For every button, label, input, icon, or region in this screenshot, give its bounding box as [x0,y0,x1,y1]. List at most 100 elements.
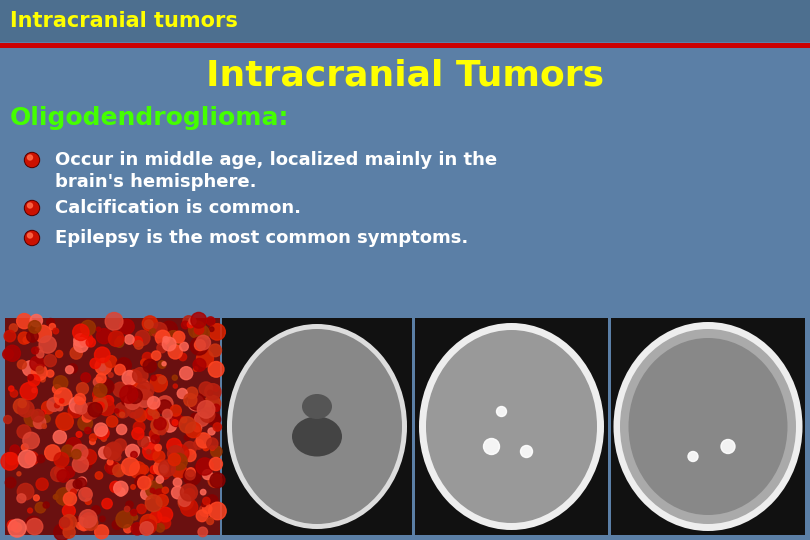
Circle shape [132,388,144,400]
Circle shape [143,359,156,373]
Circle shape [117,358,131,373]
Circle shape [207,317,215,325]
Circle shape [150,511,162,523]
Circle shape [18,332,30,344]
Circle shape [196,335,211,350]
Circle shape [90,358,100,369]
Circle shape [134,421,145,433]
Circle shape [53,376,68,390]
Circle shape [211,446,222,457]
Circle shape [204,395,220,412]
Circle shape [39,411,44,416]
Circle shape [70,489,76,495]
Circle shape [688,451,698,462]
Circle shape [145,478,152,486]
Circle shape [114,439,126,451]
Circle shape [72,456,88,472]
Circle shape [25,153,39,166]
Circle shape [206,495,218,507]
Circle shape [4,345,20,361]
Circle shape [173,420,178,426]
Circle shape [32,364,47,380]
Circle shape [96,373,106,383]
Circle shape [25,232,39,245]
Circle shape [20,383,37,400]
Circle shape [24,231,40,246]
Circle shape [184,435,190,440]
Ellipse shape [426,330,597,523]
Text: brain's hemisphere.: brain's hemisphere. [55,173,257,191]
Circle shape [53,328,58,334]
Circle shape [145,408,158,420]
Circle shape [136,390,153,407]
Circle shape [199,382,213,396]
Circle shape [53,430,66,443]
Circle shape [134,341,143,349]
Circle shape [28,411,32,416]
Circle shape [68,403,83,418]
Circle shape [93,377,103,387]
Text: Epilepsy is the most common symptoms.: Epilepsy is the most common symptoms. [55,229,468,247]
Circle shape [207,390,213,395]
Circle shape [195,465,199,469]
Circle shape [196,458,213,475]
Circle shape [133,377,137,381]
Circle shape [80,523,87,531]
Circle shape [125,507,130,512]
Circle shape [75,394,86,404]
Circle shape [208,428,215,435]
Circle shape [70,347,83,359]
Circle shape [198,527,207,537]
Circle shape [74,334,87,347]
FancyBboxPatch shape [415,318,608,535]
Circle shape [209,327,214,332]
Circle shape [109,331,124,347]
Circle shape [105,313,123,330]
Circle shape [28,375,40,386]
Circle shape [199,504,211,517]
Circle shape [168,454,181,465]
Circle shape [34,421,41,428]
Circle shape [180,342,189,351]
Circle shape [484,438,500,455]
Circle shape [115,339,124,347]
Circle shape [156,476,164,483]
Circle shape [151,351,161,360]
Circle shape [47,397,61,411]
Circle shape [194,367,198,371]
Circle shape [17,314,32,329]
Circle shape [200,489,206,495]
Circle shape [113,382,128,397]
Circle shape [23,337,30,343]
Circle shape [202,444,209,451]
Circle shape [130,485,135,489]
Circle shape [202,470,212,480]
Circle shape [99,447,111,459]
Circle shape [24,410,40,427]
Circle shape [151,329,156,333]
Circle shape [150,465,158,474]
Circle shape [168,345,182,359]
Circle shape [209,344,221,357]
Circle shape [154,417,166,430]
Circle shape [116,511,133,528]
Circle shape [196,360,200,364]
Ellipse shape [419,323,604,530]
Circle shape [100,516,105,522]
Circle shape [32,409,44,422]
Circle shape [132,515,138,520]
Circle shape [143,383,150,390]
Circle shape [130,509,137,516]
Circle shape [126,501,133,508]
Circle shape [124,525,132,533]
Circle shape [173,478,181,487]
Circle shape [17,494,26,503]
Circle shape [153,450,165,463]
Circle shape [33,416,45,429]
Circle shape [127,388,143,403]
Circle shape [125,394,140,409]
Circle shape [191,413,198,421]
Circle shape [151,435,160,443]
Circle shape [33,495,40,501]
Circle shape [198,401,215,418]
